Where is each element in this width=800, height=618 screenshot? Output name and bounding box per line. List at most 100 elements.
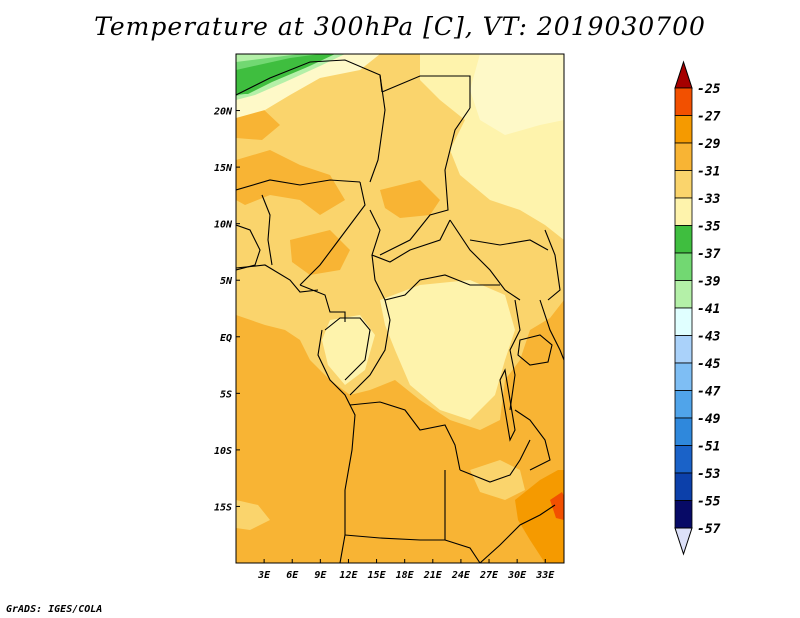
lat-label: 5N [220,276,233,287]
temperature-field [236,54,564,563]
field-band-33-central [380,280,515,420]
colorbar-label: -35 [697,220,721,235]
field-patch-29-b [380,180,440,218]
country-borders [236,59,564,563]
map-frame [235,53,565,564]
lon-label: 21E [423,570,443,581]
colorbar-swatch [674,500,693,529]
colorbar-label: -37 [697,247,721,262]
colorbar-label: -57 [697,522,721,537]
border-niger-chad [369,74,386,183]
colorbar-swatch [674,87,693,116]
lat-label: 15N [214,163,233,174]
lake-victoria [517,334,553,366]
colorbar-swatch [674,280,693,309]
field-band-25 [550,492,564,520]
colorbar-label: -33 [697,192,721,207]
colorbar-label: -31 [697,165,720,180]
coastline-gabon-angola [317,329,356,563]
colorbar-swatch [674,225,693,254]
coastline-gulf-guinea [236,264,319,293]
border-ethiopia [544,229,561,301]
border-nigeria-niger [236,179,361,191]
lon-label: 24E [451,570,471,581]
field-band-37 [236,54,335,94]
border-sudan-south [469,239,549,251]
lon-label: 18E [396,570,415,581]
colorbar-label: -53 [697,467,721,482]
border-congo-drc [349,299,391,396]
border-nigeria-cameroon [299,181,366,286]
axis-ticks: 3E 6E 9E 12E 15E 18E 21E 24E 27E 30E 33E 20N 15N 10N 5… [213,107,555,581]
lon-label: 27E [479,570,499,581]
colorbar-label: -41 [697,302,720,317]
border-tanzania [514,409,551,471]
field-band-31-south [236,500,270,530]
colorbar-label: -27 [697,110,721,125]
lon-label: 3E [257,570,271,581]
colorbar-swatch [674,417,693,446]
lon-label: 15E [368,570,387,581]
border-libya-sudan [381,75,471,108]
colorbar-label: -39 [697,275,721,290]
colorbar-swatch [674,115,693,144]
lat-label: 20N [213,107,233,118]
map-title: Temperature at 300hPa [C], VT: 201903070… [94,12,706,41]
lon-label: 30E [507,570,527,581]
border-drc-uganda [509,299,521,411]
colorbar-bottom-arrow [674,527,693,556]
field-band-33-west [322,315,375,385]
colorbar-swatch [674,445,693,474]
field-band-35-east [470,54,564,135]
border-kenya [539,299,564,361]
border-benin [261,194,273,266]
colorbar-label: -29 [697,137,721,152]
credit-label: GrADS: IGES/COLA [6,604,103,615]
border-angola-namibia [344,534,445,541]
colorbar-label: -47 [697,385,721,400]
border-drc-zambia [459,439,531,483]
field-patch-29-c [290,230,350,275]
border-car-drc [371,254,500,301]
colorbar-swatch [674,390,693,419]
colorbar-label: -43 [697,330,721,345]
field-band-31-southeast [470,460,525,500]
lon-label: 12E [339,570,358,581]
lake-tanganyika [499,368,516,442]
colorbar-swatch [674,142,693,171]
colorbar-label: -45 [697,357,721,372]
colorbar-label: -51 [697,440,720,455]
border-chad-car [369,209,451,263]
border-car-sudan [449,219,521,301]
border-zambia-mozambique [479,504,556,563]
colorbar-label: -49 [697,412,721,427]
colorbar-swatch [674,362,693,391]
lon-label: 9E [314,570,327,581]
lat-label: 15S [214,502,232,513]
colorbar: -25 -27 -29 -31 -33 -35 -37 -39 -41 -43 -45 -47 -49 -… [674,60,721,556]
colorbar-swatch [674,335,693,364]
field-patch-29-d [236,108,280,140]
colorbar-swatch [674,307,693,336]
colorbar-swatch [674,170,693,199]
lat-label: 5S [220,389,232,400]
lon-label: 6E [286,570,299,581]
colorbar-label: -55 [697,495,721,510]
border-drc-angola [349,401,461,471]
lat-label: EQ [220,333,232,344]
border-chad-sudan [379,107,471,256]
lat-label: 10N [214,220,233,231]
border-gabon-congo [324,317,371,381]
colorbar-swatch [674,472,693,501]
field-band-27 [515,470,564,563]
colorbar-swatch [674,197,693,226]
colorbar-top-arrow [674,60,693,89]
border-angola-zambia [444,470,481,563]
colorbar-swatch [674,252,693,281]
colorbar-label: -25 [697,82,721,97]
lon-label: 33E [535,570,555,581]
border-cameroon-gabon [299,284,346,322]
lat-label: 10S [214,446,232,457]
field-patch-29-a [236,150,345,215]
